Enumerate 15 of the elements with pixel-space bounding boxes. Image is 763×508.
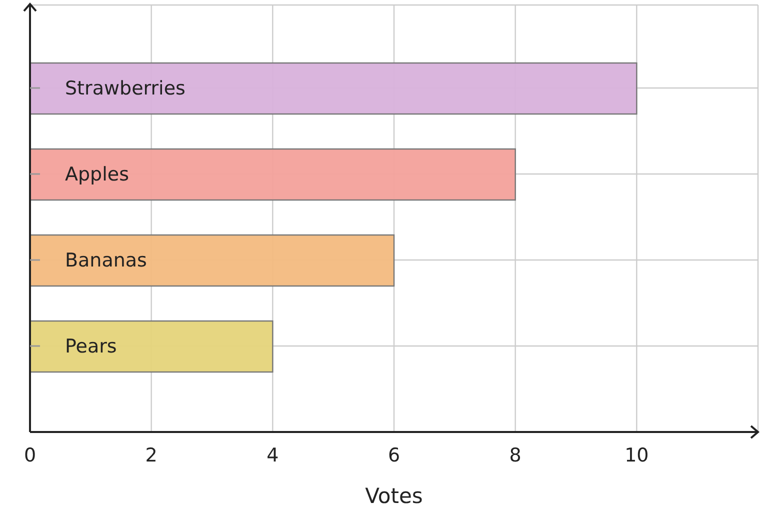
- bar: [30, 234, 395, 287]
- x-tick-label: 6: [388, 444, 400, 466]
- x-tick-label: 8: [509, 444, 522, 466]
- y-tick-label: Strawberries: [65, 78, 186, 100]
- bar: [30, 148, 516, 201]
- x-tick-label: 10: [624, 444, 649, 466]
- x-tick-label: 0: [24, 444, 36, 466]
- x-tick-label: 4: [266, 444, 279, 466]
- x-axis-title: Votes: [365, 484, 423, 508]
- bar: [30, 62, 638, 115]
- bar: [30, 320, 274, 373]
- y-tick-label: Apples: [65, 164, 129, 186]
- y-tick-label: Bananas: [65, 250, 147, 272]
- x-tick-label: 2: [145, 444, 158, 466]
- y-tick-label: Pears: [65, 336, 117, 358]
